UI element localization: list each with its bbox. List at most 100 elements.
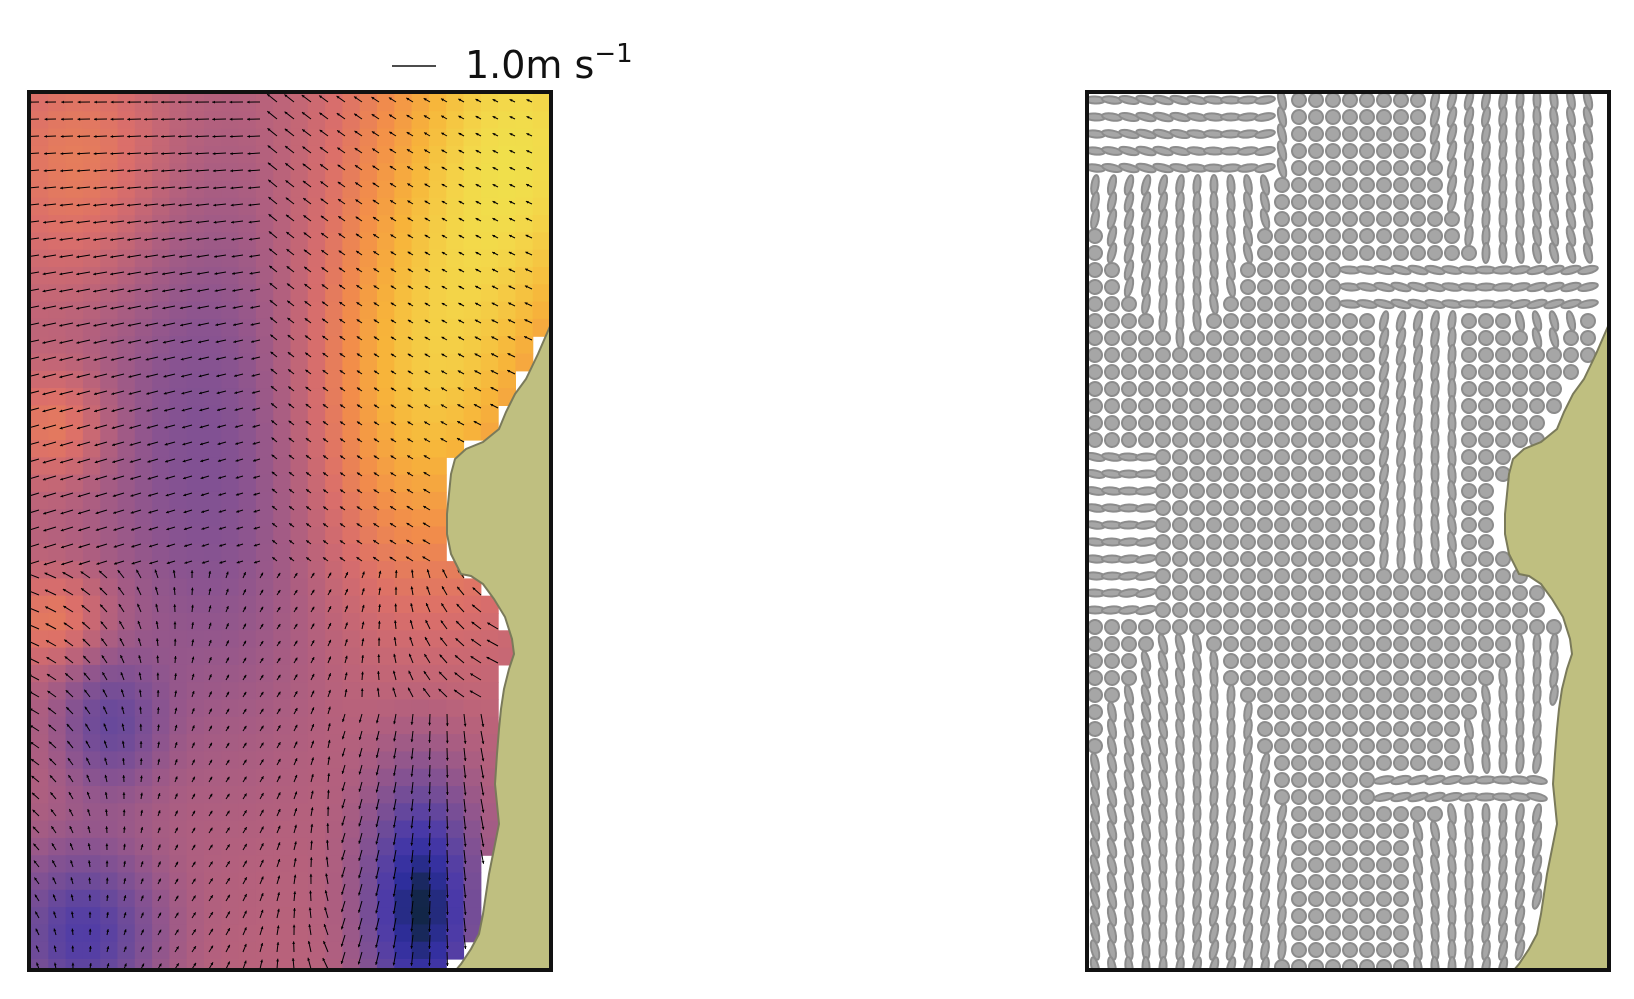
quiver-arrow bbox=[508, 234, 516, 239]
ellipse-marker bbox=[1308, 534, 1324, 550]
quiver-arrow bbox=[410, 951, 414, 966]
quiver-arrow bbox=[428, 764, 431, 778]
quiver-arrow bbox=[111, 390, 125, 395]
heatmap-cell bbox=[152, 163, 170, 182]
heatmap-cell bbox=[255, 336, 274, 355]
heatmap-cell bbox=[204, 111, 222, 130]
ellipse-marker bbox=[1410, 160, 1426, 176]
quiver-arrow bbox=[93, 152, 108, 156]
heatmap-cell bbox=[359, 889, 378, 908]
heatmap-cell bbox=[221, 491, 240, 510]
quiver-arrow bbox=[130, 526, 142, 531]
quiver-arrow bbox=[144, 203, 159, 207]
quiver-arrow bbox=[458, 98, 465, 103]
quiver-arrow bbox=[225, 877, 231, 885]
quiver-arrow bbox=[225, 691, 230, 698]
quiver-arrow bbox=[410, 849, 414, 863]
heatmap-cell bbox=[134, 543, 153, 562]
quiver-arrow bbox=[392, 951, 397, 966]
ellipse-marker bbox=[1291, 398, 1307, 414]
heatmap-cell bbox=[377, 872, 395, 891]
quiver-arrow bbox=[310, 807, 314, 817]
quiver-arrow bbox=[104, 774, 108, 783]
quiver-arrow bbox=[390, 353, 397, 358]
quiver-arrow bbox=[293, 841, 297, 851]
quiver-arrow bbox=[441, 183, 448, 188]
quiver-arrow bbox=[426, 586, 431, 596]
heatmap-cell bbox=[100, 682, 119, 701]
quiver-arrow bbox=[358, 713, 363, 723]
quiver-arrow bbox=[422, 522, 431, 528]
quiver-arrow bbox=[259, 572, 264, 579]
quiver-arrow bbox=[201, 543, 210, 547]
quiver-arrow bbox=[230, 169, 244, 173]
quiver-arrow bbox=[121, 740, 125, 749]
heatmap-cell bbox=[428, 249, 447, 268]
quiver-arrow bbox=[344, 622, 348, 630]
quiver-arrow bbox=[160, 100, 176, 104]
heatmap-cell bbox=[498, 215, 516, 233]
quiver-arrow bbox=[276, 741, 281, 749]
ellipse-marker bbox=[1427, 721, 1443, 737]
quiver-arrow bbox=[225, 927, 231, 936]
ellipse-marker bbox=[1376, 942, 1392, 958]
quiver-arrow bbox=[146, 390, 159, 395]
heatmap-cell bbox=[446, 768, 465, 787]
heatmap-cell bbox=[169, 820, 188, 839]
quiver-arrow bbox=[178, 237, 193, 241]
quiver-arrow bbox=[373, 336, 380, 341]
quiver-arrow bbox=[491, 336, 499, 341]
quiver-arrow bbox=[174, 724, 178, 732]
quiver-arrow bbox=[293, 690, 298, 698]
quiver-arrow bbox=[475, 217, 482, 222]
heatmap-cell bbox=[428, 855, 447, 874]
ellipse-marker bbox=[1427, 568, 1443, 584]
quiver-arrow bbox=[195, 203, 210, 207]
quiver-arrow bbox=[174, 776, 178, 783]
ellipse-marker bbox=[1308, 738, 1324, 754]
heatmap-cell bbox=[238, 716, 257, 735]
heatmap-cell bbox=[238, 837, 257, 856]
heatmap-cell bbox=[221, 578, 240, 597]
quiver-arrow bbox=[253, 509, 261, 513]
quiver-arrow bbox=[423, 132, 431, 137]
ellipse-marker bbox=[1582, 106, 1594, 128]
heatmap-cell bbox=[498, 128, 516, 147]
ellipse-marker bbox=[1189, 517, 1205, 533]
quiver-arrow bbox=[337, 164, 346, 171]
quiver-arrow bbox=[225, 944, 231, 953]
quiver-arrow bbox=[157, 827, 161, 834]
quiver-arrow bbox=[247, 152, 261, 155]
ellipse-marker bbox=[1257, 585, 1273, 601]
ellipse-marker bbox=[1376, 126, 1392, 142]
ellipse-marker bbox=[1089, 432, 1103, 448]
quiver-arrow bbox=[341, 849, 346, 861]
quiver-arrow bbox=[164, 458, 176, 463]
heatmap-cell bbox=[186, 284, 205, 303]
quiver-arrow bbox=[423, 454, 431, 460]
ellipse-marker bbox=[1291, 619, 1307, 635]
quiver-arrow bbox=[127, 254, 142, 259]
heatmap-cell bbox=[394, 716, 413, 735]
quiver-arrow bbox=[144, 305, 159, 310]
ellipse-marker bbox=[1291, 194, 1307, 211]
heatmap-cell bbox=[186, 768, 205, 787]
quiver-arrow bbox=[259, 589, 264, 596]
quiver-arrow bbox=[51, 860, 57, 868]
quiver-arrow bbox=[377, 620, 381, 630]
quiver-arrow bbox=[31, 356, 40, 360]
ellipse-marker bbox=[1257, 364, 1273, 380]
heatmap-cell bbox=[238, 353, 257, 372]
ellipse-marker bbox=[1342, 789, 1358, 805]
quiver-arrow bbox=[470, 638, 482, 647]
heatmap-cell bbox=[325, 786, 343, 804]
quiver-arrow bbox=[339, 438, 346, 443]
heatmap-cell bbox=[307, 474, 326, 493]
ellipse-marker bbox=[1461, 398, 1477, 414]
quiver-arrow bbox=[83, 689, 91, 698]
heatmap-cell bbox=[463, 163, 482, 182]
heatmap-cell bbox=[307, 716, 326, 735]
quiver-arrow bbox=[225, 961, 231, 970]
quiver-arrow bbox=[454, 672, 465, 681]
quiver-arrow bbox=[375, 798, 380, 810]
